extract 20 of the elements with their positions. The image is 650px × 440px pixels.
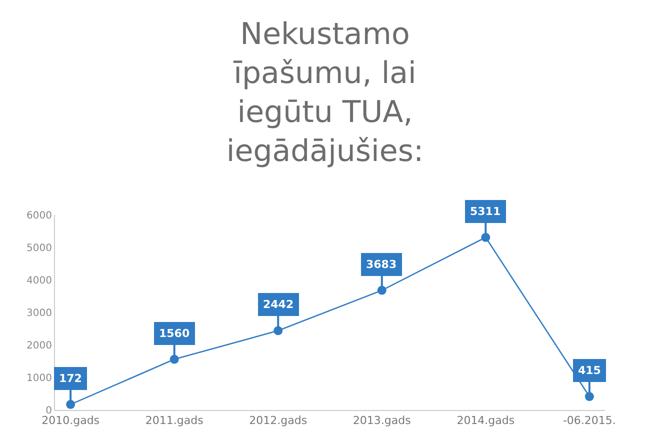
data-label: 2442: [263, 298, 294, 311]
x-tick-label: 2014.gads: [456, 414, 515, 428]
data-label: 5311: [470, 205, 501, 218]
y-tick-label: 2000: [26, 340, 52, 352]
y-tick-label: 3000: [26, 308, 52, 319]
x-tick-label: 2011.gads: [145, 414, 204, 428]
data-label: 3683: [366, 258, 397, 271]
y-tick-label: 1000: [26, 373, 52, 384]
data-label: 415: [578, 364, 601, 377]
x-tick-label: -06.2015.: [562, 414, 616, 428]
y-tick-label: 6000: [26, 210, 52, 222]
x-tick-label: 2010.gads: [42, 414, 100, 428]
data-label: 172: [59, 372, 82, 385]
y-tick-label: 5000: [26, 243, 52, 254]
y-tick-label: 0: [46, 406, 52, 416]
y-tick-label: 4000: [26, 276, 52, 286]
x-tick-label: 2012.gads: [249, 414, 308, 428]
data-label: 1560: [159, 327, 190, 340]
x-tick-label: 2013.gads: [352, 414, 412, 428]
chart-title: Nekustamo īpašumu, lai iegūtu TUA, iegādājušies:: [226, 17, 424, 169]
